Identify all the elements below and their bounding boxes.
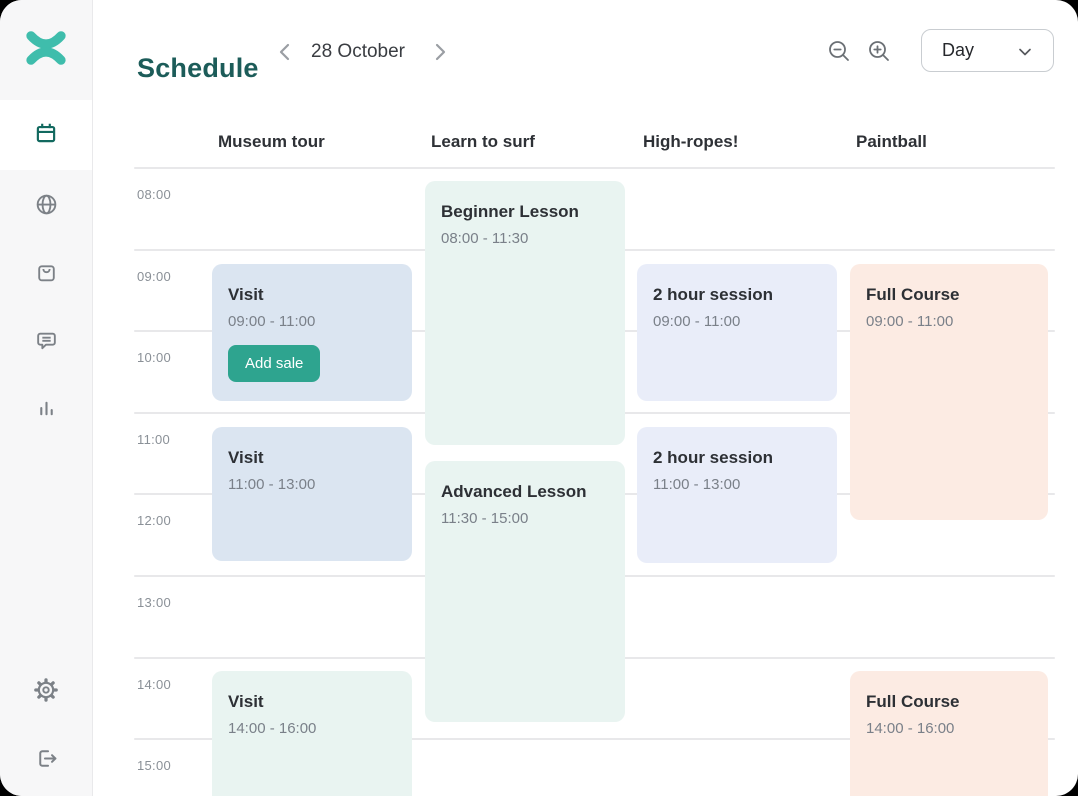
time-label: 13:00 <box>137 595 172 610</box>
time-label: 14:00 <box>137 677 172 692</box>
event-time: 08:00 - 11:30 <box>441 230 529 247</box>
view-selector-value: Day <box>942 40 975 60</box>
time-label: 11:00 <box>137 432 171 447</box>
sidebar-item-web[interactable] <box>0 192 92 216</box>
event-time: 11:00 - 13:00 <box>653 476 741 493</box>
chevron-down-icon <box>1019 48 1031 56</box>
calendar-icon <box>33 120 59 151</box>
event-card-2hour-1100[interactable]: 2 hour session 11:00 - 13:00 <box>637 427 837 563</box>
event-card-visit-0900[interactable]: Visit 09:00 - 11:00 Add sale <box>212 264 412 401</box>
event-title: Full Course <box>866 692 960 711</box>
column-header-learn-to-surf[interactable]: Learn to surf <box>431 132 535 151</box>
event-time: 09:00 - 11:00 <box>866 313 954 330</box>
time-label: 15:00 <box>137 758 172 773</box>
next-day-button[interactable] <box>431 40 449 64</box>
view-selector-dropdown[interactable]: Day <box>921 29 1054 72</box>
sidebar-item-settings[interactable] <box>0 678 92 702</box>
event-time: 14:00 - 16:00 <box>866 720 955 737</box>
event-title: Visit <box>228 448 264 467</box>
event-title: Advanced Lesson <box>441 482 587 501</box>
column-header-paintball[interactable]: Paintball <box>856 132 927 151</box>
sidebar-item-logout[interactable] <box>0 746 92 770</box>
event-card-full-course-1400[interactable]: Full Course 14:00 - 16:00 <box>850 671 1048 796</box>
column-header-high-ropes[interactable]: High-ropes! <box>643 132 739 151</box>
shopping-bag-icon <box>34 260 59 285</box>
gear-icon <box>33 677 59 703</box>
event-title: Visit <box>228 285 264 304</box>
add-sale-button[interactable]: Add sale <box>228 345 321 382</box>
event-card-visit-1100[interactable]: Visit 11:00 - 13:00 <box>212 427 412 561</box>
hour-gridline <box>134 738 1055 740</box>
event-time: 09:00 - 11:00 <box>653 313 741 330</box>
event-title: 2 hour session <box>653 285 773 304</box>
event-title: Visit <box>228 692 264 711</box>
event-time: 09:00 - 11:00 <box>228 313 316 330</box>
current-date[interactable]: 28 October <box>311 41 405 62</box>
event-card-2hour-0900[interactable]: 2 hour session 09:00 - 11:00 <box>637 264 837 401</box>
globe-icon <box>34 192 59 217</box>
event-title: Full Course <box>866 285 960 304</box>
time-label: 10:00 <box>137 350 172 365</box>
logout-icon <box>34 746 59 771</box>
sidebar-item-reports[interactable] <box>0 396 92 420</box>
sidebar-item-purchases[interactable] <box>0 260 92 284</box>
time-label: 12:00 <box>137 513 172 528</box>
bar-chart-icon <box>34 396 59 421</box>
event-title: 2 hour session <box>653 448 773 467</box>
event-time: 14:00 - 16:00 <box>228 720 317 737</box>
sidebar <box>0 0 93 796</box>
zoom-out-icon[interactable] <box>826 38 852 64</box>
zoom-in-icon[interactable] <box>866 38 892 64</box>
logo[interactable] <box>0 0 92 100</box>
hour-gridline <box>134 167 1055 169</box>
column-header-museum-tour[interactable]: Museum tour <box>218 132 325 151</box>
message-icon <box>34 328 59 353</box>
sidebar-item-messages[interactable] <box>0 328 92 352</box>
time-label: 08:00 <box>137 187 172 202</box>
event-card-full-course-0900[interactable]: Full Course 09:00 - 11:00 <box>850 264 1048 520</box>
event-card-visit-1400[interactable]: Visit 14:00 - 16:00 <box>212 671 412 796</box>
xola-logo-icon <box>24 28 68 73</box>
prev-day-button[interactable] <box>276 40 294 64</box>
page-title: Schedule <box>137 53 259 84</box>
time-label: 09:00 <box>137 269 172 284</box>
event-title: Beginner Lesson <box>441 202 579 221</box>
event-card-beginner-lesson[interactable]: Beginner Lesson 08:00 - 11:30 <box>425 181 625 445</box>
sidebar-item-schedule[interactable] <box>0 100 92 170</box>
event-card-advanced-lesson[interactable]: Advanced Lesson 11:30 - 15:00 <box>425 461 625 722</box>
event-time: 11:30 - 15:00 <box>441 510 529 527</box>
event-time: 11:00 - 13:00 <box>228 476 316 493</box>
